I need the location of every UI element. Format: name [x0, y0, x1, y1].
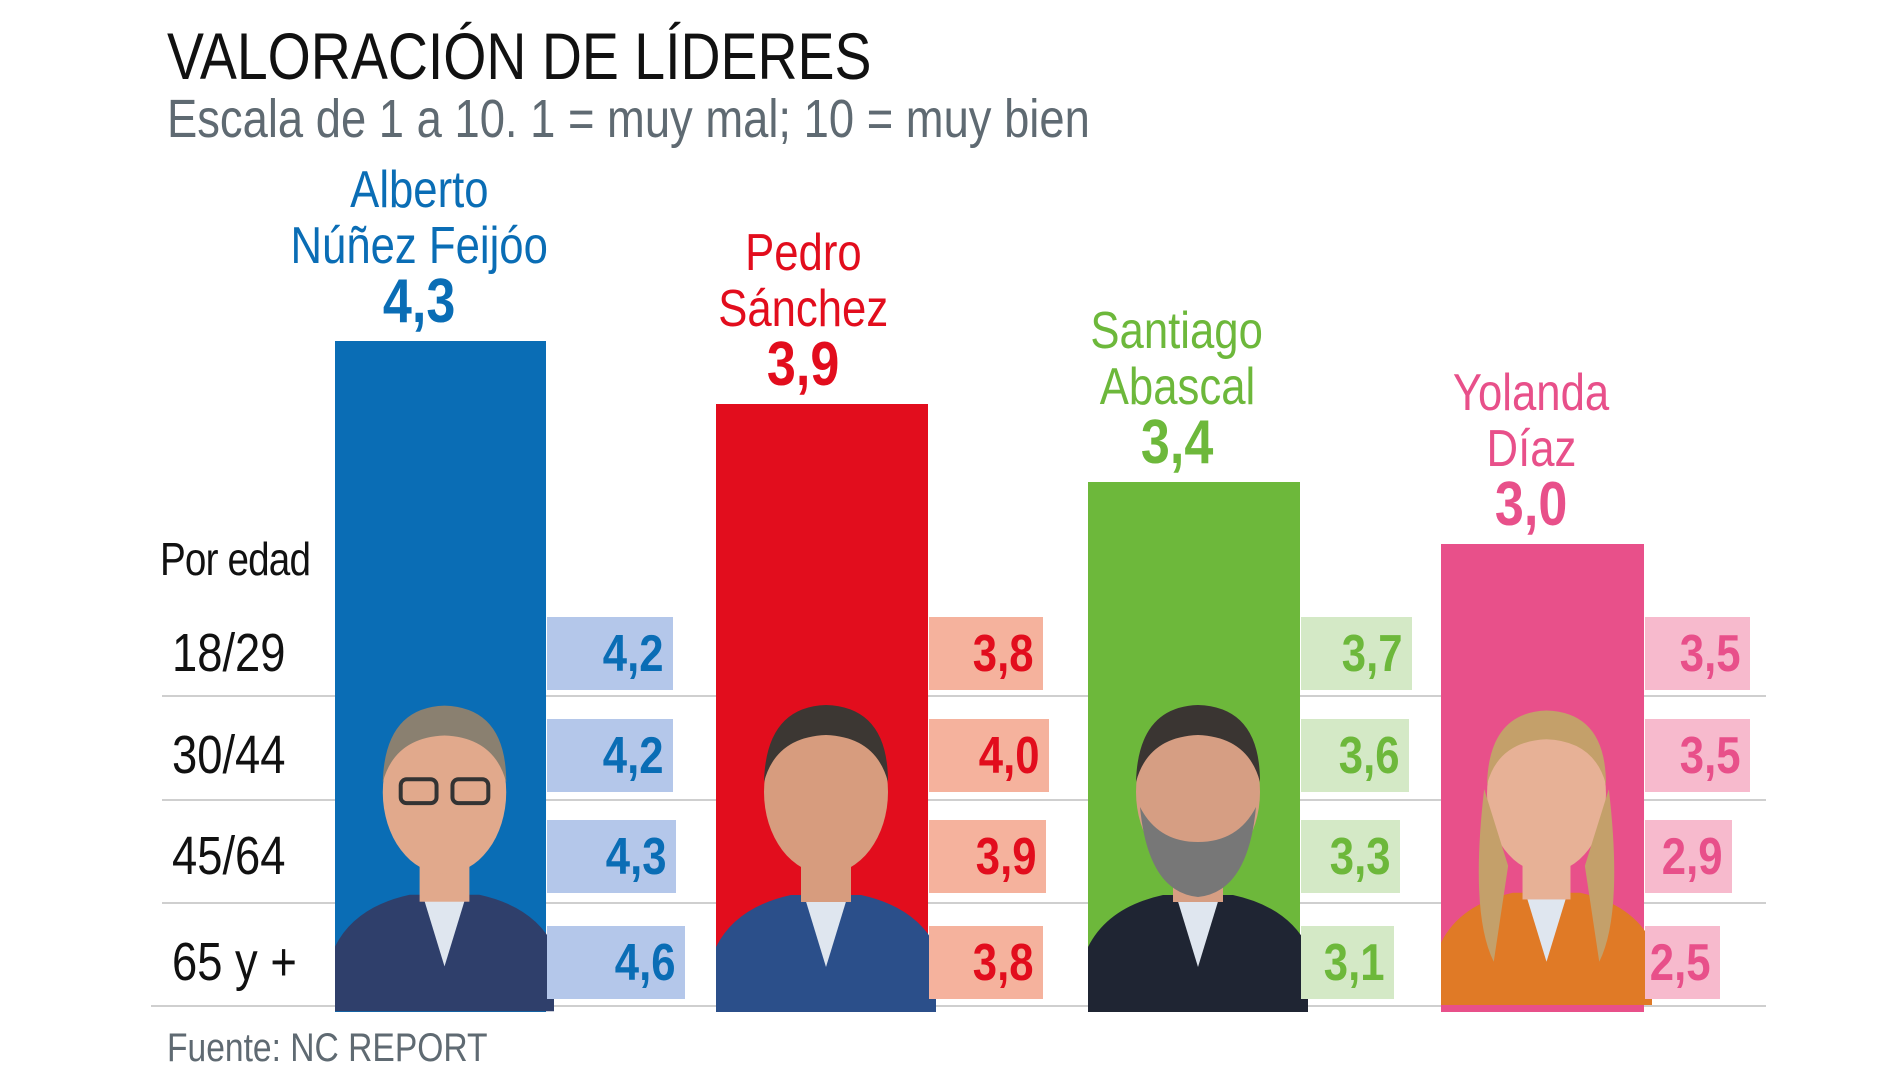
age-value-box: 3,6 — [1301, 719, 1409, 792]
age-value-box: 3,8 — [929, 926, 1043, 999]
leader-name-text: Alberto — [349, 161, 489, 220]
leader-value-text: 3,0 — [1494, 470, 1568, 539]
row-divider — [162, 799, 1766, 801]
leader-name-line: Santiago — [967, 305, 1387, 357]
portrait-photo-abascal — [1088, 667, 1308, 1012]
chart-title-text: VALORACIÓN DE LÍDERES — [167, 19, 872, 93]
leader-value-text: 3,4 — [1140, 407, 1214, 477]
age-value-label: 3,3 — [1329, 827, 1391, 886]
age-label-18-29: 18/29 — [172, 626, 307, 680]
age-value-box: 4,2 — [547, 617, 673, 690]
age-value-box: 4,3 — [547, 820, 676, 893]
portrait-photo-feijoo — [335, 667, 554, 1012]
portrait-photo-sanchez — [716, 667, 936, 1012]
age-value-box: 3,5 — [1645, 617, 1750, 690]
age-value-box: 3,9 — [929, 820, 1046, 893]
leader-value-label: 3,9 — [593, 329, 1013, 399]
leader-value-label: 4,3 — [209, 271, 629, 333]
leader-name-text: Pedro — [744, 223, 862, 282]
age-value-label: 4,3 — [605, 827, 667, 886]
age-value-label: 3,7 — [1341, 624, 1403, 683]
age-value-label: 3,6 — [1338, 726, 1400, 785]
leader-value-label: 3,0 — [1321, 474, 1741, 536]
leader-value-label: 3,4 — [967, 407, 1387, 477]
person-portrait-icon — [1441, 710, 1652, 1005]
chart-subtitle: Escala de 1 a 10. 1 = muy mal; 10 = muy … — [167, 88, 1266, 150]
age-value-label: 3,8 — [972, 624, 1034, 683]
leader-name-text: Núñez Feijóo — [290, 217, 548, 276]
leader-name-line: Pedro — [593, 227, 1013, 279]
leader-name-line: Sánchez — [593, 283, 1013, 335]
leader-name-text: Santiago — [1090, 301, 1264, 360]
age-label-45-64: 45/64 — [172, 829, 307, 883]
age-value-label: 4,2 — [602, 624, 664, 683]
chart-subtitle-text: Escala de 1 a 10. 1 = muy mal; 10 = muy … — [167, 89, 1090, 149]
leader-name-text: Yolanda — [1452, 364, 1610, 422]
person-portrait-icon — [1088, 705, 1308, 1012]
age-value-box: 4,6 — [547, 926, 685, 999]
age-value-box: 2,5 — [1645, 926, 1720, 999]
age-value-box: 3,3 — [1301, 820, 1400, 893]
person-portrait-icon — [335, 705, 554, 1012]
age-group-heading: Por edad — [160, 532, 339, 586]
age-value-label: 4,0 — [978, 726, 1040, 785]
age-label-text: 65 y + — [172, 932, 297, 992]
age-value-label: 2,5 — [1649, 933, 1711, 992]
leader-name-text: Abascal — [1099, 357, 1255, 416]
age-group-heading-text: Por edad — [160, 533, 311, 585]
age-value-box: 3,7 — [1301, 617, 1412, 690]
age-value-label: 2,9 — [1661, 827, 1723, 886]
age-value-label: 4,6 — [614, 933, 676, 992]
age-label-30-44: 30/44 — [172, 728, 307, 782]
leader-value-text: 4,3 — [382, 267, 456, 337]
age-value-box: 3,1 — [1301, 926, 1394, 999]
age-label-text: 30/44 — [172, 725, 286, 785]
source-note-text: Fuente: NC REPORT — [167, 1026, 488, 1070]
age-label-text: 18/29 — [172, 623, 286, 683]
age-value-label: 3,9 — [975, 827, 1037, 886]
age-value-label: 3,5 — [1679, 624, 1741, 683]
leader-name-text: Sánchez — [718, 279, 888, 338]
leader-value-text: 3,9 — [766, 329, 840, 399]
leader-name-line: Abascal — [967, 361, 1387, 413]
age-value-box: 4,0 — [929, 719, 1049, 792]
row-divider — [151, 1005, 1766, 1007]
age-value-label: 3,8 — [972, 933, 1034, 992]
age-value-label: 4,2 — [602, 726, 664, 785]
row-divider — [162, 902, 1766, 904]
age-value-label: 3,1 — [1323, 933, 1385, 992]
age-value-box: 2,9 — [1645, 820, 1732, 893]
age-value-box: 4,2 — [547, 719, 673, 792]
row-divider — [162, 695, 1766, 697]
leader-name-line: Núñez Feijóo — [209, 220, 629, 272]
age-label-65-y-: 65 y + — [172, 935, 321, 989]
leader-name-text: Díaz — [1486, 420, 1576, 478]
portrait-photo-diaz — [1441, 667, 1652, 1012]
person-portrait-icon — [716, 705, 936, 1012]
leader-name-line: Díaz — [1321, 423, 1741, 475]
leader-name-line: Alberto — [209, 164, 629, 216]
leader-name-line: Yolanda — [1321, 367, 1741, 419]
source-note: Fuente: NC REPORT — [167, 1026, 549, 1071]
age-value-box: 3,8 — [929, 617, 1043, 690]
age-label-text: 45/64 — [172, 826, 286, 886]
chart-title: VALORACIÓN DE LÍDERES — [167, 18, 1006, 94]
age-value-label: 3,5 — [1679, 726, 1741, 785]
age-value-box: 3,5 — [1645, 719, 1750, 792]
